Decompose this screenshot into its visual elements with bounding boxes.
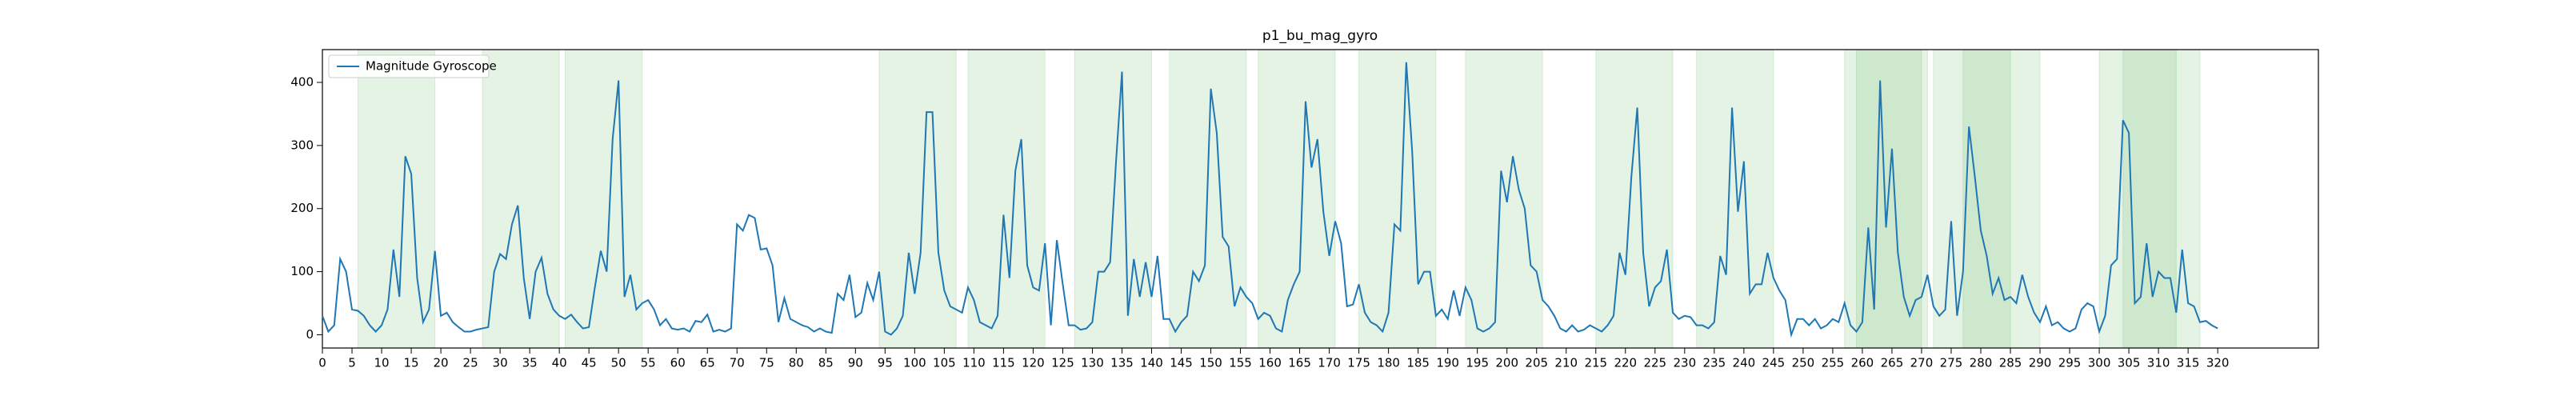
x-tick-label: 55: [641, 356, 656, 370]
x-tick-label: 20: [434, 356, 449, 370]
y-tick-label: 0: [306, 327, 314, 342]
x-tick-label: 70: [730, 356, 745, 370]
x-tick-label: 275: [1940, 356, 1963, 370]
x-tick-label: 170: [1318, 356, 1341, 370]
x-tick-label: 195: [1466, 356, 1489, 370]
x-tick-label: 10: [374, 356, 389, 370]
x-tick-label: 15: [404, 356, 419, 370]
x-tick-label: 45: [582, 356, 597, 370]
x-tick-label: 5: [348, 356, 356, 370]
y-tick-label: 300: [290, 138, 314, 152]
x-tick-label: 295: [2058, 356, 2082, 370]
x-tick-label: 120: [1022, 356, 1045, 370]
x-tick-label: 40: [552, 356, 567, 370]
x-tick-label: 225: [1643, 356, 1666, 370]
x-tick-label: 305: [2118, 356, 2141, 370]
x-tick-label: 75: [759, 356, 774, 370]
x-tick-label: 320: [2206, 356, 2230, 370]
x-tick-label: 90: [848, 356, 863, 370]
x-tick-label: 260: [1851, 356, 1874, 370]
y-tick-label: 200: [290, 201, 314, 215]
x-tick-label: 180: [1377, 356, 1400, 370]
x-tick-label: 60: [670, 356, 686, 370]
x-tick-label: 95: [878, 356, 893, 370]
x-tick-label: 270: [1910, 356, 1934, 370]
x-tick-label: 105: [933, 356, 956, 370]
x-tick-label: 220: [1614, 356, 1637, 370]
highlight-span: [1696, 49, 1774, 349]
x-tick-label: 235: [1703, 356, 1726, 370]
x-tick-label: 125: [1051, 356, 1074, 370]
x-tick-label: 310: [2147, 356, 2170, 370]
x-tick-label: 185: [1406, 356, 1430, 370]
highlight-span: [1465, 49, 1543, 349]
y-tick-label: 100: [290, 264, 314, 278]
x-tick-label: 50: [611, 356, 626, 370]
x-tick-label: 115: [992, 356, 1015, 370]
x-tick-label: 25: [463, 356, 478, 370]
x-tick-label: 200: [1495, 356, 1518, 370]
x-tick-label: 300: [2088, 356, 2111, 370]
legend-label: Magnitude Gyroscope: [366, 59, 497, 74]
x-tick-label: 255: [1822, 356, 1845, 370]
highlight-span: [2098, 49, 2177, 349]
x-tick-label: 245: [1762, 356, 1786, 370]
x-tick-label: 240: [1733, 356, 1756, 370]
x-tick-label: 265: [1881, 356, 1904, 370]
highlight-span: [967, 49, 1046, 349]
legend-box: [328, 54, 490, 78]
x-tick-label: 30: [493, 356, 508, 370]
x-tick-label: 135: [1110, 356, 1134, 370]
highlight-span: [1258, 49, 1336, 349]
x-tick-label: 100: [903, 356, 926, 370]
highlight-span: [482, 49, 560, 349]
x-tick-label: 250: [1792, 356, 1815, 370]
data-line: [322, 62, 2218, 338]
highlight-span: [357, 49, 436, 349]
x-tick-label: 155: [1229, 356, 1252, 370]
x-tick-label: 190: [1436, 356, 1459, 370]
x-tick-label: 285: [1999, 356, 2022, 370]
x-tick-label: 140: [1140, 356, 1163, 370]
highlight-span: [1358, 49, 1437, 349]
chart-title: p1_bu_mag_gyro: [1262, 28, 1378, 44]
x-tick-label: 160: [1258, 356, 1282, 370]
x-tick-label: 110: [962, 356, 986, 370]
x-tick-label: 80: [789, 356, 804, 370]
highlight-span: [878, 49, 957, 349]
x-tick-label: 130: [1081, 356, 1104, 370]
x-tick-label: 35: [522, 356, 538, 370]
highlight-span: [1595, 49, 1674, 349]
x-tick-label: 165: [1288, 356, 1311, 370]
highlight-span: [1856, 49, 1922, 349]
x-tick-label: 85: [818, 356, 834, 370]
x-tick-label: 215: [1584, 356, 1607, 370]
plot-frame: [322, 49, 2319, 349]
x-tick-label: 210: [1554, 356, 1578, 370]
x-tick-label: 280: [1970, 356, 1993, 370]
x-tick-label: 205: [1525, 356, 1548, 370]
x-tick-label: 315: [2177, 356, 2200, 370]
x-tick-label: 175: [1347, 356, 1370, 370]
highlight-span: [565, 49, 643, 349]
x-tick-label: 230: [1673, 356, 1696, 370]
x-tick-label: 150: [1199, 356, 1222, 370]
x-tick-label: 290: [2029, 356, 2052, 370]
x-tick-label: 65: [700, 356, 715, 370]
highlight-span: [1962, 49, 2041, 349]
x-tick-label: 145: [1170, 356, 1193, 370]
x-tick-label: 0: [318, 356, 326, 370]
y-tick-label: 400: [290, 75, 314, 90]
